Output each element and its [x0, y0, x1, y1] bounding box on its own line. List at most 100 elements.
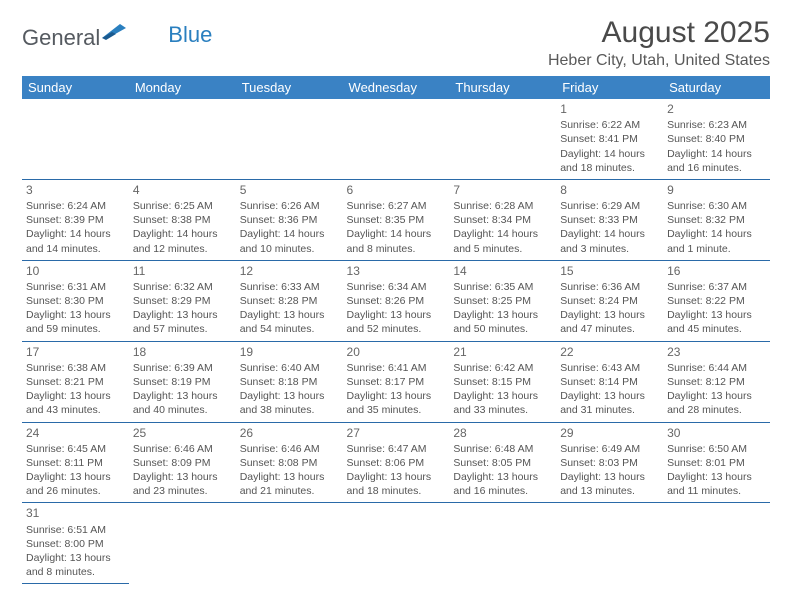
- calendar-day-cell: 23Sunrise: 6:44 AMSunset: 8:12 PMDayligh…: [663, 341, 770, 422]
- sunset-line: Sunset: 8:26 PM: [347, 294, 446, 308]
- daylight-line: Daylight: 13 hours and 47 minutes.: [560, 308, 659, 336]
- sunrise-line: Sunrise: 6:43 AM: [560, 361, 659, 375]
- calendar-empty-cell: [129, 99, 236, 179]
- daylight-line: Daylight: 13 hours and 40 minutes.: [133, 389, 232, 417]
- sunset-line: Sunset: 8:24 PM: [560, 294, 659, 308]
- daylight-line: Daylight: 14 hours and 5 minutes.: [453, 227, 552, 255]
- weekday-header: Wednesday: [343, 76, 450, 99]
- sunset-line: Sunset: 8:15 PM: [453, 375, 552, 389]
- sunset-line: Sunset: 8:38 PM: [133, 213, 232, 227]
- day-number: 5: [240, 182, 339, 198]
- calendar-day-cell: 3Sunrise: 6:24 AMSunset: 8:39 PMDaylight…: [22, 179, 129, 260]
- day-number: 31: [26, 505, 125, 521]
- weekday-header-row: SundayMondayTuesdayWednesdayThursdayFrid…: [22, 76, 770, 99]
- calendar-day-cell: 19Sunrise: 6:40 AMSunset: 8:18 PMDayligh…: [236, 341, 343, 422]
- sunset-line: Sunset: 8:40 PM: [667, 132, 766, 146]
- sunset-line: Sunset: 8:19 PM: [133, 375, 232, 389]
- daylight-line: Daylight: 13 hours and 50 minutes.: [453, 308, 552, 336]
- sunrise-line: Sunrise: 6:30 AM: [667, 199, 766, 213]
- logo: General Blue: [22, 24, 212, 52]
- daylight-line: Daylight: 13 hours and 43 minutes.: [26, 389, 125, 417]
- calendar-week-row: 1Sunrise: 6:22 AMSunset: 8:41 PMDaylight…: [22, 99, 770, 179]
- sunrise-line: Sunrise: 6:41 AM: [347, 361, 446, 375]
- day-number: 13: [347, 263, 446, 279]
- daylight-line: Daylight: 13 hours and 57 minutes.: [133, 308, 232, 336]
- sunrise-line: Sunrise: 6:47 AM: [347, 442, 446, 456]
- calendar-empty-cell: [236, 99, 343, 179]
- calendar-day-cell: 29Sunrise: 6:49 AMSunset: 8:03 PMDayligh…: [556, 422, 663, 503]
- sunrise-line: Sunrise: 6:40 AM: [240, 361, 339, 375]
- daylight-line: Daylight: 13 hours and 28 minutes.: [667, 389, 766, 417]
- sunset-line: Sunset: 8:17 PM: [347, 375, 446, 389]
- daylight-line: Daylight: 13 hours and 35 minutes.: [347, 389, 446, 417]
- calendar-day-cell: 1Sunrise: 6:22 AMSunset: 8:41 PMDaylight…: [556, 99, 663, 179]
- calendar-day-cell: 18Sunrise: 6:39 AMSunset: 8:19 PMDayligh…: [129, 341, 236, 422]
- sunset-line: Sunset: 8:03 PM: [560, 456, 659, 470]
- day-number: 11: [133, 263, 232, 279]
- weekday-header: Sunday: [22, 76, 129, 99]
- sunrise-line: Sunrise: 6:44 AM: [667, 361, 766, 375]
- calendar-day-cell: 17Sunrise: 6:38 AMSunset: 8:21 PMDayligh…: [22, 341, 129, 422]
- daylight-line: Daylight: 14 hours and 12 minutes.: [133, 227, 232, 255]
- calendar-day-cell: 6Sunrise: 6:27 AMSunset: 8:35 PMDaylight…: [343, 179, 450, 260]
- sunrise-line: Sunrise: 6:36 AM: [560, 280, 659, 294]
- calendar-day-cell: 14Sunrise: 6:35 AMSunset: 8:25 PMDayligh…: [449, 260, 556, 341]
- calendar-day-cell: 22Sunrise: 6:43 AMSunset: 8:14 PMDayligh…: [556, 341, 663, 422]
- calendar-day-cell: 24Sunrise: 6:45 AMSunset: 8:11 PMDayligh…: [22, 422, 129, 503]
- day-number: 1: [560, 101, 659, 117]
- sunset-line: Sunset: 8:36 PM: [240, 213, 339, 227]
- calendar-week-row: 31Sunrise: 6:51 AMSunset: 8:00 PMDayligh…: [22, 503, 770, 584]
- sunset-line: Sunset: 8:25 PM: [453, 294, 552, 308]
- day-number: 30: [667, 425, 766, 441]
- daylight-line: Daylight: 14 hours and 1 minute.: [667, 227, 766, 255]
- day-number: 4: [133, 182, 232, 198]
- daylight-line: Daylight: 13 hours and 23 minutes.: [133, 470, 232, 498]
- calendar-day-cell: 7Sunrise: 6:28 AMSunset: 8:34 PMDaylight…: [449, 179, 556, 260]
- sunset-line: Sunset: 8:12 PM: [667, 375, 766, 389]
- title-block: August 2025 Heber City, Utah, United Sta…: [548, 16, 770, 70]
- weekday-header: Monday: [129, 76, 236, 99]
- sunrise-line: Sunrise: 6:24 AM: [26, 199, 125, 213]
- day-number: 6: [347, 182, 446, 198]
- sunrise-line: Sunrise: 6:34 AM: [347, 280, 446, 294]
- sunrise-line: Sunrise: 6:22 AM: [560, 118, 659, 132]
- sunrise-line: Sunrise: 6:45 AM: [26, 442, 125, 456]
- day-number: 9: [667, 182, 766, 198]
- sunrise-line: Sunrise: 6:26 AM: [240, 199, 339, 213]
- sunrise-line: Sunrise: 6:28 AM: [453, 199, 552, 213]
- calendar-day-cell: 28Sunrise: 6:48 AMSunset: 8:05 PMDayligh…: [449, 422, 556, 503]
- daylight-line: Daylight: 13 hours and 18 minutes.: [347, 470, 446, 498]
- day-number: 7: [453, 182, 552, 198]
- daylight-line: Daylight: 13 hours and 54 minutes.: [240, 308, 339, 336]
- calendar-day-cell: 4Sunrise: 6:25 AMSunset: 8:38 PMDaylight…: [129, 179, 236, 260]
- weekday-header: Saturday: [663, 76, 770, 99]
- daylight-line: Daylight: 13 hours and 59 minutes.: [26, 308, 125, 336]
- daylight-line: Daylight: 13 hours and 13 minutes.: [560, 470, 659, 498]
- sunset-line: Sunset: 8:00 PM: [26, 537, 125, 551]
- daylight-line: Daylight: 13 hours and 33 minutes.: [453, 389, 552, 417]
- calendar-day-cell: 13Sunrise: 6:34 AMSunset: 8:26 PMDayligh…: [343, 260, 450, 341]
- sunset-line: Sunset: 8:21 PM: [26, 375, 125, 389]
- day-number: 17: [26, 344, 125, 360]
- weekday-header: Tuesday: [236, 76, 343, 99]
- sunrise-line: Sunrise: 6:25 AM: [133, 199, 232, 213]
- sunset-line: Sunset: 8:01 PM: [667, 456, 766, 470]
- sunrise-line: Sunrise: 6:31 AM: [26, 280, 125, 294]
- location: Heber City, Utah, United States: [548, 52, 770, 70]
- sunrise-line: Sunrise: 6:33 AM: [240, 280, 339, 294]
- sunrise-line: Sunrise: 6:35 AM: [453, 280, 552, 294]
- calendar-day-cell: 12Sunrise: 6:33 AMSunset: 8:28 PMDayligh…: [236, 260, 343, 341]
- sunrise-line: Sunrise: 6:46 AM: [133, 442, 232, 456]
- sunrise-line: Sunrise: 6:42 AM: [453, 361, 552, 375]
- daylight-line: Daylight: 13 hours and 16 minutes.: [453, 470, 552, 498]
- day-number: 18: [133, 344, 232, 360]
- daylight-line: Daylight: 13 hours and 45 minutes.: [667, 308, 766, 336]
- sunrise-line: Sunrise: 6:27 AM: [347, 199, 446, 213]
- calendar-empty-cell: [449, 99, 556, 179]
- sunset-line: Sunset: 8:35 PM: [347, 213, 446, 227]
- day-number: 15: [560, 263, 659, 279]
- calendar-day-cell: 11Sunrise: 6:32 AMSunset: 8:29 PMDayligh…: [129, 260, 236, 341]
- daylight-line: Daylight: 13 hours and 26 minutes.: [26, 470, 125, 498]
- day-number: 29: [560, 425, 659, 441]
- day-number: 16: [667, 263, 766, 279]
